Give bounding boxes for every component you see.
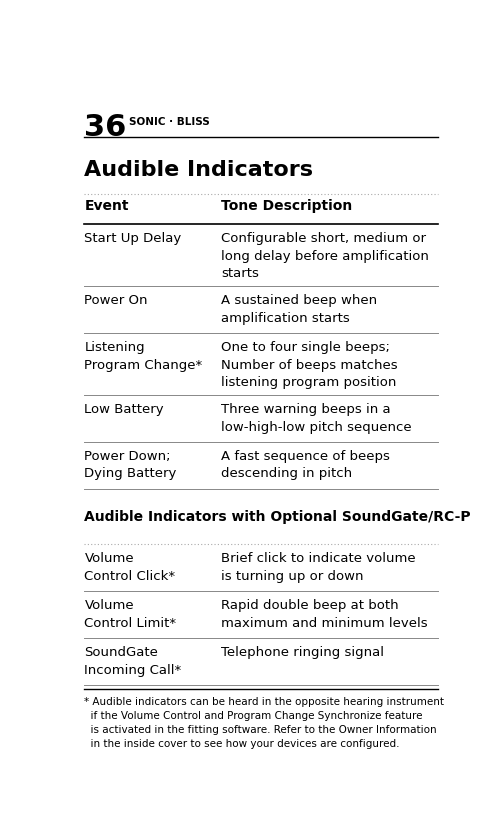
Text: Audible Indicators: Audible Indicators <box>84 160 313 180</box>
Text: * Audible indicators can be heard in the opposite hearing instrument
  if the Vo: * Audible indicators can be heard in the… <box>84 697 443 749</box>
Text: Volume
Control Click*: Volume Control Click* <box>84 552 175 583</box>
Text: A sustained beep when
amplification starts: A sustained beep when amplification star… <box>220 294 376 325</box>
Text: Audible Indicators with Optional SoundGate/RC-P: Audible Indicators with Optional SoundGa… <box>84 510 470 524</box>
Text: Event: Event <box>84 199 129 213</box>
Text: SoundGate
Incoming Call*: SoundGate Incoming Call* <box>84 646 181 677</box>
Text: Start Up Delay: Start Up Delay <box>84 232 181 245</box>
Text: Configurable short, medium or
long delay before amplification
starts: Configurable short, medium or long delay… <box>220 232 428 280</box>
Text: One to four single beeps;
Number of beeps matches
listening program position: One to four single beeps; Number of beep… <box>220 341 397 389</box>
Text: Power On: Power On <box>84 294 148 307</box>
Text: Telephone ringing signal: Telephone ringing signal <box>220 646 383 659</box>
Text: A fast sequence of beeps
descending in pitch: A fast sequence of beeps descending in p… <box>220 450 389 480</box>
Text: Listening
Program Change*: Listening Program Change* <box>84 341 202 372</box>
Text: Rapid double beep at both
maximum and minimum levels: Rapid double beep at both maximum and mi… <box>220 599 427 630</box>
Text: Brief click to indicate volume
is turning up or down: Brief click to indicate volume is turnin… <box>220 552 415 583</box>
Text: 36: 36 <box>84 113 127 142</box>
Text: SONIC · BLISS: SONIC · BLISS <box>129 117 210 128</box>
Text: Tone Description: Tone Description <box>220 199 352 213</box>
Text: Three warning beeps in a
low-high-low pitch sequence: Three warning beeps in a low-high-low pi… <box>220 403 411 433</box>
Text: Power Down;
Dying Battery: Power Down; Dying Battery <box>84 450 176 480</box>
Text: Volume
Control Limit*: Volume Control Limit* <box>84 599 176 630</box>
Text: Low Battery: Low Battery <box>84 403 164 416</box>
